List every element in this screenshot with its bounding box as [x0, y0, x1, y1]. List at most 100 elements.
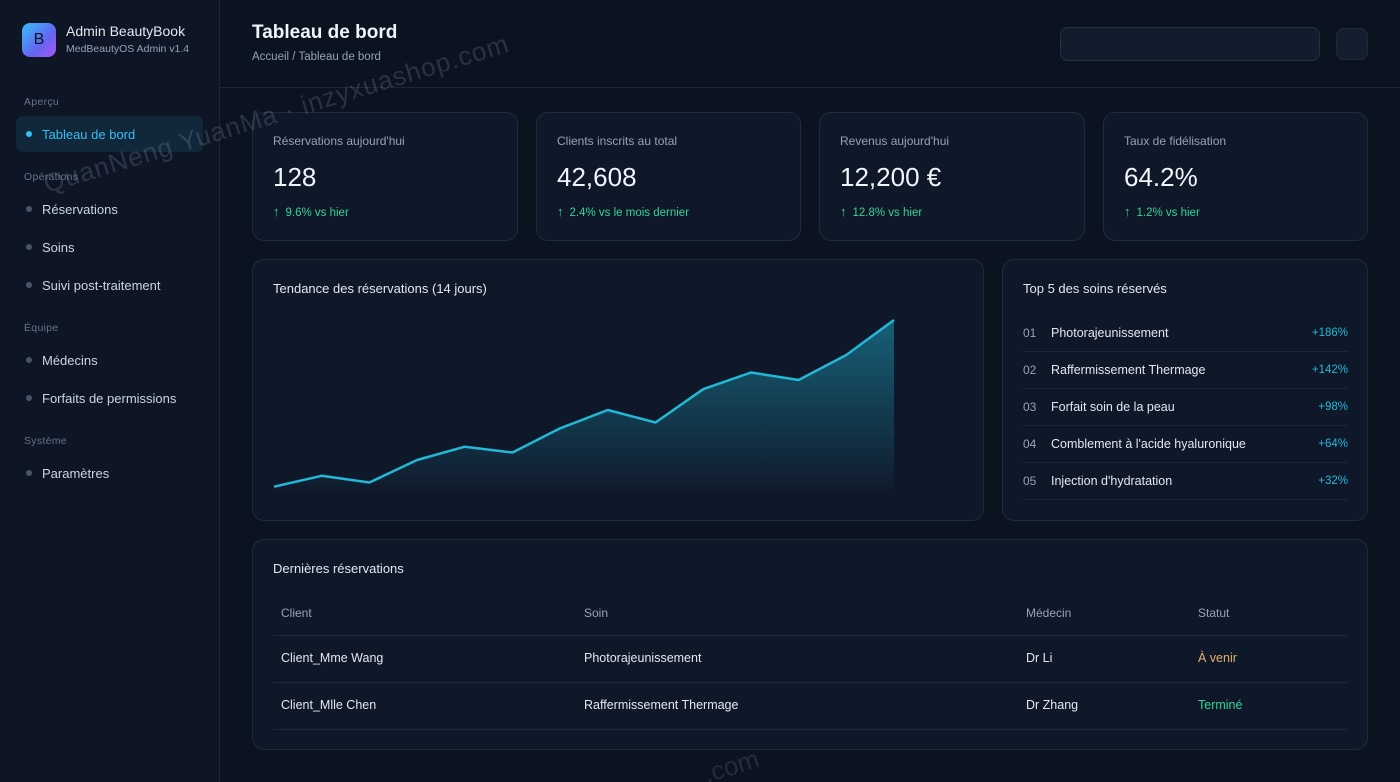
stat-value: 64.2%	[1124, 162, 1198, 192]
sidebar-item-label: Réservations	[42, 201, 118, 217]
growth-value: +32%	[1318, 475, 1348, 487]
topbar: Tableau de bord Accueil / Tableau de bor…	[220, 0, 1400, 88]
arrow-up-icon: ↑	[1124, 204, 1131, 219]
growth-value: +186%	[1311, 327, 1348, 339]
growth-value: +64%	[1318, 438, 1348, 450]
bullet-icon	[26, 131, 32, 137]
stat-delta: ↑ 9.6% vs hier	[273, 204, 349, 219]
sidebar-item-parametres[interactable]: Paramètres	[16, 455, 203, 491]
trend-area	[274, 320, 894, 490]
soin-name: Comblement à l'acide hyaluronique	[1051, 437, 1246, 451]
stat-label: Réservations aujourd'hui	[273, 134, 405, 148]
arrow-up-icon: ↑	[840, 204, 847, 219]
trend-point-6[interactable]	[511, 451, 515, 455]
trend-point-8[interactable]	[606, 408, 610, 412]
trend-point-5[interactable]	[463, 445, 467, 449]
growth-value: +142%	[1311, 364, 1348, 376]
bullet-icon	[26, 470, 32, 476]
trend-point-2[interactable]	[320, 474, 324, 478]
trend-point-3[interactable]	[367, 481, 371, 485]
stat-card-reservations: Réservations aujourd'hui 128 ↑ 9.6% vs hi…	[252, 112, 518, 241]
sidebar-item-label: Paramètres	[42, 465, 110, 481]
stat-value: 12,200 €	[840, 162, 942, 192]
trend-point-7[interactable]	[558, 426, 562, 430]
cell-medecin: Dr Li	[1026, 651, 1053, 665]
stat-label: Taux de fidélisation	[1124, 134, 1227, 148]
brand-logo: B	[22, 22, 56, 57]
bullet-icon	[26, 357, 32, 363]
list-item[interactable]: 05 Injection d'hydratation +32%	[1023, 463, 1348, 500]
stat-card-revenus: Revenus aujourd'hui 12,200 € ↑ 12.8% vs h…	[819, 112, 1085, 241]
sidebar-item-label: Tableau de bord	[42, 126, 136, 142]
sidebar-item-permissions[interactable]: Forfaits de permissions	[16, 380, 203, 416]
top-soins-card: Top 5 des soins réservés 01 Photorajeuni…	[1002, 259, 1368, 521]
status-badge: À venir	[1198, 651, 1237, 665]
trend-point-14[interactable]	[892, 318, 896, 322]
cell-client: Client_Mme Wang	[281, 651, 384, 665]
stat-label: Revenus aujourd'hui	[840, 134, 950, 148]
soin-name: Photorajeunissement	[1051, 326, 1169, 340]
brand: B Admin BeautyBook MedBeautyOS Admin v1.…	[22, 22, 189, 57]
brand-title: Admin BeautyBook	[66, 23, 186, 39]
nav-section-operations: Opérations	[24, 171, 79, 183]
page-title: Tableau de bord	[252, 22, 398, 43]
trend-point-4[interactable]	[415, 458, 419, 462]
list-item[interactable]: 04 Comblement à l'acide hyaluronique +64…	[1023, 426, 1348, 463]
trend-chart	[272, 318, 896, 490]
trend-point-9[interactable]	[654, 421, 658, 425]
table-divider	[273, 635, 1347, 636]
recent-title: Dernières réservations	[273, 561, 404, 576]
list-item[interactable]: 03 Forfait soin de la peau +98%	[1023, 389, 1348, 426]
sidebar-item-suivi[interactable]: Suivi post-traitement	[16, 267, 203, 303]
column-header-medecin[interactable]: Médecin	[1026, 606, 1072, 620]
rank: 04	[1023, 437, 1037, 451]
nav-section-apercu: Aperçu	[24, 96, 60, 108]
cell-soin: Raffermissement Thermage	[584, 698, 739, 712]
stat-label: Clients inscrits au total	[557, 134, 678, 148]
bullet-icon	[26, 244, 32, 250]
column-header-client[interactable]: Client	[281, 606, 312, 620]
sidebar-item-dashboard[interactable]: Tableau de bord	[16, 116, 203, 152]
nav-section-equipe: Équipe	[24, 322, 59, 334]
cell-medecin: Dr Zhang	[1026, 698, 1079, 712]
trend-point-11[interactable]	[749, 371, 753, 375]
soin-name: Injection d'hydratation	[1051, 474, 1173, 488]
sidebar-item-label: Forfaits de permissions	[42, 390, 177, 406]
bullet-icon	[26, 395, 32, 401]
arrow-up-icon: ↑	[557, 204, 564, 219]
top-soins-title: Top 5 des soins réservés	[1023, 281, 1167, 296]
breadcrumb[interactable]: Accueil / Tableau de bord	[252, 51, 381, 63]
table-divider	[273, 729, 1347, 730]
sidebar-item-soins[interactable]: Soins	[16, 229, 203, 265]
stat-value: 42,608	[557, 162, 637, 192]
stat-card-clients: Clients inscrits au total 42,608 ↑ 2.4% v…	[536, 112, 801, 241]
nav-section-systeme: Système	[24, 435, 67, 447]
rank: 03	[1023, 400, 1037, 414]
search-input[interactable]	[1060, 27, 1320, 61]
arrow-up-icon: ↑	[273, 204, 280, 219]
trend-point-12[interactable]	[797, 378, 801, 382]
stat-delta: ↑ 1.2% vs hier	[1124, 204, 1200, 219]
column-header-soin[interactable]: Soin	[584, 606, 609, 620]
sidebar-item-label: Médecins	[42, 352, 98, 368]
trend-point-13[interactable]	[844, 353, 848, 357]
sidebar-item-label: Suivi post-traitement	[42, 277, 161, 293]
list-item[interactable]: 02 Raffermissement Thermage +142%	[1023, 352, 1348, 389]
bullet-icon	[26, 282, 32, 288]
rank: 02	[1023, 363, 1037, 377]
trend-point-10[interactable]	[701, 387, 705, 391]
user-menu-button[interactable]	[1336, 28, 1368, 60]
stat-value: 128	[273, 162, 317, 192]
growth-value: +98%	[1318, 401, 1348, 413]
trend-point-1[interactable]	[272, 485, 276, 489]
sidebar: B Admin BeautyBook MedBeautyOS Admin v1.…	[0, 0, 220, 782]
rank: 05	[1023, 474, 1037, 488]
sidebar-item-reservations[interactable]: Réservations	[16, 191, 203, 227]
bullet-icon	[26, 206, 32, 212]
sidebar-item-medecins[interactable]: Médecins	[16, 342, 203, 378]
soin-name: Raffermissement Thermage	[1051, 363, 1206, 377]
column-header-statut[interactable]: Statut	[1198, 606, 1230, 620]
status-badge: Terminé	[1198, 698, 1243, 712]
cell-soin: Photorajeunissement	[584, 651, 702, 665]
list-item[interactable]: 01 Photorajeunissement +186%	[1023, 315, 1348, 352]
